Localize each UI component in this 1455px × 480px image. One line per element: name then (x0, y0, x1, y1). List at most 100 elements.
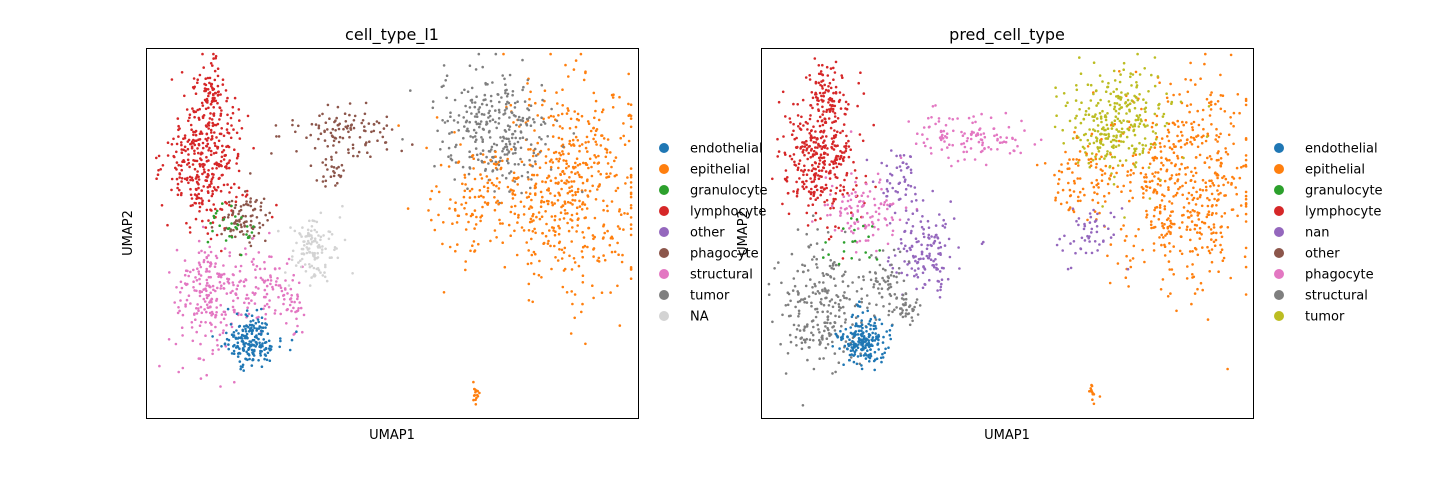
data-point-lymphocyte (225, 99, 228, 103)
legend-label: other (690, 226, 725, 241)
data-point-epithelial (585, 135, 589, 139)
legend-marker (659, 269, 669, 279)
data-point-structural (818, 331, 821, 334)
data-point-endothelial (270, 345, 273, 348)
data-point-epithelial (605, 172, 608, 176)
data-point-structural (833, 352, 837, 355)
data-point-tumor (538, 136, 541, 139)
data-point-nan (885, 187, 889, 191)
data-point-structural (215, 256, 219, 260)
data-point-phagocyte (826, 214, 829, 217)
data-point-lymphocyte (214, 56, 217, 60)
data-point-lymphocyte (217, 162, 221, 166)
data-point-epithelial (547, 187, 550, 190)
data-point-structural (823, 329, 826, 333)
data-point-phagocyte (996, 148, 999, 151)
data-point-structural (205, 303, 209, 307)
data-point-epithelial (557, 224, 560, 228)
data-point-epithelial (1177, 125, 1180, 128)
data-point-epithelial (451, 222, 454, 225)
data-point-epithelial (554, 255, 557, 259)
data-point-epithelial (465, 212, 468, 216)
data-point-structural (279, 286, 283, 290)
data-point-phagocyte (343, 112, 347, 115)
data-point-lymphocyte (842, 93, 845, 97)
data-point-lymphocyte (177, 135, 180, 138)
data-point-epithelial (1201, 178, 1205, 182)
data-point-granulocyte (221, 202, 224, 205)
data-point-epithelial (568, 190, 572, 193)
data-point-lymphocyte (205, 155, 208, 159)
data-point-epithelial (1232, 111, 1236, 115)
data-point-epithelial (1172, 151, 1176, 154)
data-point-nan (932, 259, 935, 263)
data-point-tumor (468, 106, 472, 109)
data-point-epithelial (593, 154, 596, 157)
data-point-tumor (1115, 139, 1118, 143)
data-point-tumor (444, 79, 448, 82)
data-point-structural (199, 305, 203, 309)
data-point-tumor (1163, 124, 1167, 128)
data-point-epithelial (560, 248, 564, 252)
data-point-tumor (1137, 116, 1140, 119)
data-point-epithelial (1179, 130, 1183, 134)
data-point-NA (315, 256, 319, 260)
data-point-structural (843, 291, 846, 294)
data-point-epithelial (558, 194, 562, 197)
data-point-phagocyte (921, 133, 924, 136)
data-point-endothelial (220, 345, 223, 348)
data-point-epithelial (592, 91, 596, 95)
data-point-epithelial (1191, 276, 1194, 279)
data-point-epithelial (482, 195, 485, 199)
data-point-lymphocyte (811, 154, 815, 158)
data-point-lymphocyte (799, 145, 803, 149)
data-point-lymphocyte (197, 151, 200, 155)
data-point-lymphocyte (817, 81, 821, 85)
data-point-phagocyte (335, 167, 339, 170)
data-point-lymphocyte (204, 226, 208, 229)
data-point-lymphocyte (198, 201, 201, 205)
data-point-phagocyte (334, 151, 338, 154)
data-point-lymphocyte (172, 137, 175, 141)
data-point-endothelial (267, 339, 271, 343)
data-point-epithelial (564, 159, 568, 163)
data-point-tumor (1132, 151, 1136, 155)
data-point-lymphocyte (806, 128, 809, 131)
data-point-tumor (1112, 183, 1116, 186)
data-point-lymphocyte (788, 154, 792, 158)
data-point-lymphocyte (198, 107, 201, 111)
data-point-tumor (555, 119, 559, 123)
data-point-structural (814, 292, 817, 296)
data-point-granulocyte (842, 250, 846, 253)
data-point-epithelial (576, 139, 580, 142)
data-point-structural (821, 288, 824, 292)
data-point-structural (868, 302, 871, 305)
data-point-lymphocyte (842, 156, 846, 159)
data-point-structural (213, 265, 217, 269)
data-point-phagocyte (249, 223, 252, 227)
data-point-lymphocyte (839, 149, 842, 153)
data-point-epithelial (1145, 176, 1148, 179)
data-point-epithelial (1191, 128, 1195, 132)
data-point-epithelial (604, 147, 607, 151)
data-point-lymphocyte (826, 74, 830, 77)
data-point-structural (238, 269, 242, 273)
data-point-lymphocyte (205, 144, 208, 148)
data-point-epithelial (618, 227, 621, 230)
data-point-tumor (507, 150, 511, 153)
data-point-epithelial (541, 103, 544, 107)
data-point-structural (806, 358, 809, 362)
data-point-epithelial (476, 393, 479, 397)
data-point-endothelial (245, 309, 249, 312)
data-point-epithelial (1081, 187, 1085, 191)
data-point-tumor (1118, 159, 1122, 163)
data-point-lymphocyte (176, 117, 180, 120)
data-point-nan (899, 238, 903, 241)
data-point-lymphocyte (811, 163, 814, 167)
data-point-lymphocyte (874, 185, 877, 189)
data-point-epithelial (1163, 179, 1167, 183)
data-point-epithelial (1211, 211, 1214, 215)
data-point-granulocyte (240, 216, 243, 219)
data-point-phagocyte (996, 139, 999, 142)
data-point-epithelial (1200, 233, 1203, 236)
